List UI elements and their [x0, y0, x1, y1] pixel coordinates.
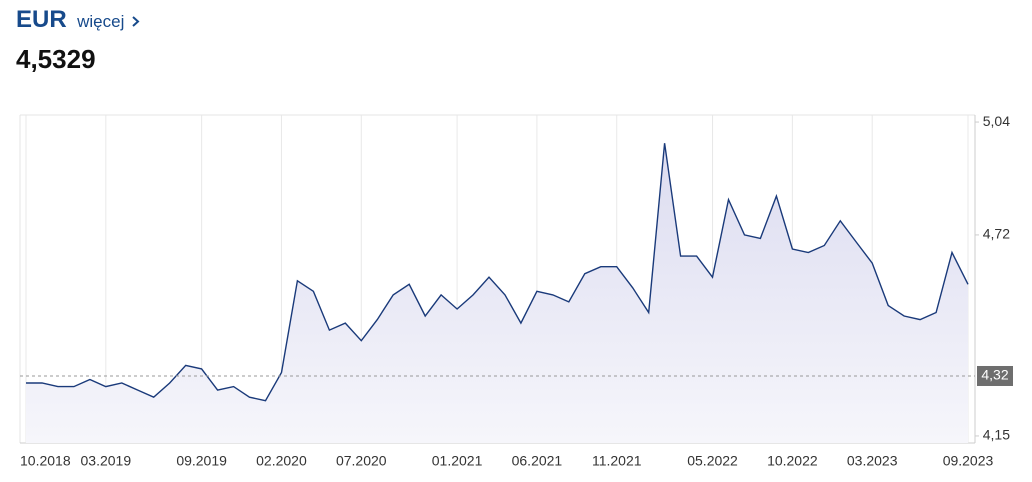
line — [26, 143, 969, 402]
y-tick-label: 4,15 — [983, 427, 1010, 443]
x-tick-label: 10.2022 — [767, 453, 818, 469]
x-tick-label: 10.2018 — [20, 453, 71, 469]
x-tick-label: 05.2022 — [687, 453, 738, 469]
x-tick-label: 03.2019 — [81, 453, 132, 469]
chevron-icon[interactable] — [131, 14, 141, 28]
rate-value: 4,5329 — [16, 44, 96, 74]
x-tick-label: 07.2020 — [336, 453, 387, 469]
area — [26, 143, 968, 443]
x-tick-label: 09.2023 — [943, 453, 994, 469]
x-tick-label: 03.2023 — [847, 453, 898, 469]
currency-title: EUR — [16, 6, 67, 33]
header: EUR więcej — [16, 6, 141, 34]
x-tick-label: 02.2020 — [256, 453, 307, 469]
x-tick-label: 01.2021 — [432, 453, 483, 469]
y-tick-label: 4,72 — [983, 226, 1010, 242]
reference-badge — [977, 365, 1013, 386]
x-tick-label: 09.2019 — [176, 453, 227, 469]
x-tick-label: 11.2021 — [592, 453, 642, 469]
more-link[interactable]: więcej — [77, 12, 125, 31]
x-tick-label: 06.2021 — [512, 453, 563, 469]
y-tick-label: 5,04 — [983, 113, 1010, 129]
reference-label: 4,32 — [981, 367, 1008, 383]
